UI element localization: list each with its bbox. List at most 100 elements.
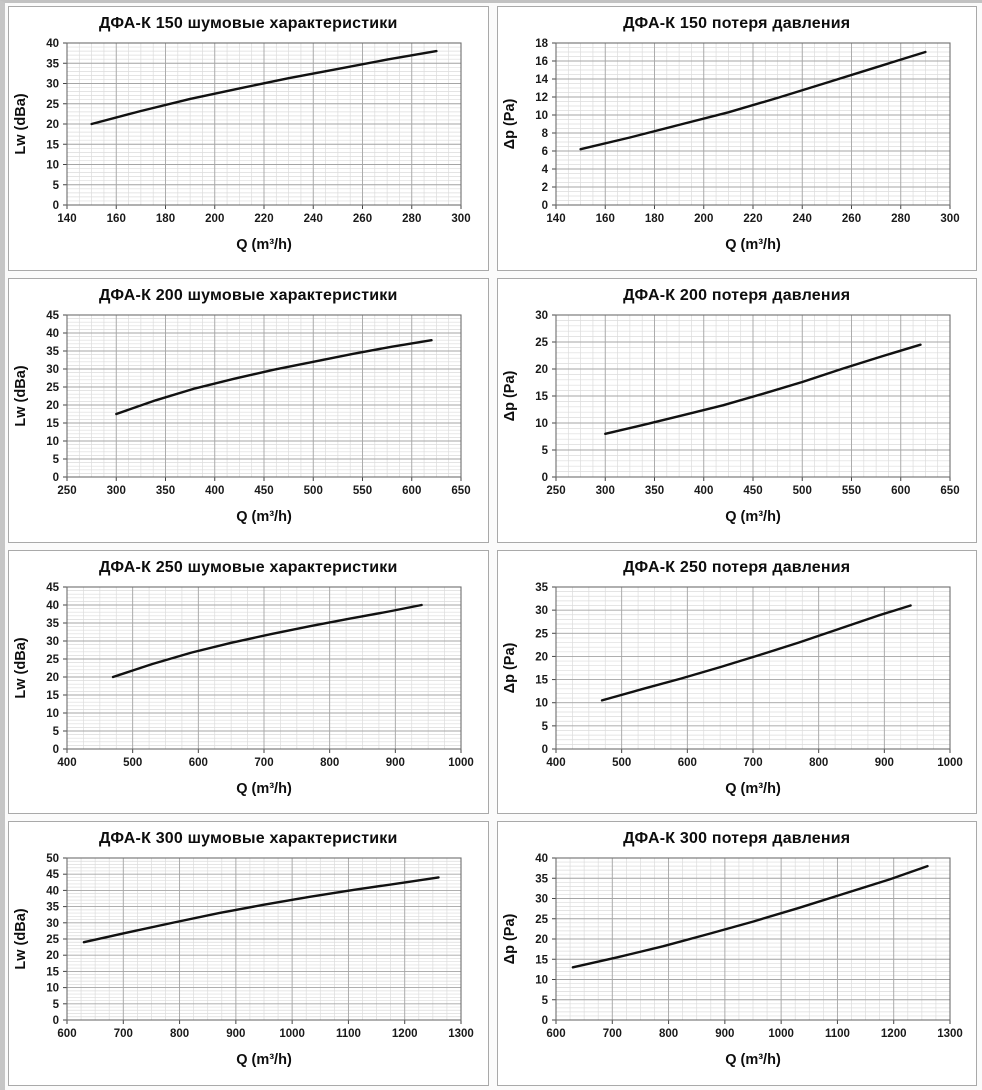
y-tick-label: 25 [46,99,59,111]
x-tick-label: 600 [891,485,910,497]
x-tick-label: 250 [546,485,565,497]
y-tick-label: 30 [46,918,59,930]
y-tick-label: 30 [46,636,59,648]
y-tick-label: 30 [535,605,548,617]
chart-title: ДФА-К 200 шумовые характеристики [98,286,398,304]
y-axis-label: Lw (dBa) [13,637,29,698]
panel-dfa-k-150-noise: ДФА-К 150 шумовые характеристики 140 160 1… [8,6,489,271]
x-tick-label: 400 [205,485,224,497]
panel-dfa-k-250-pressure: ДФА-К 250 потеря давления 400 500 600 700 80… [496,549,977,815]
y-tick-label: 40 [46,886,59,898]
x-tick-label: 800 [320,757,339,769]
y-tick-label: 35 [46,618,59,630]
chart-title: ДФА-К 200 потеря давления [623,286,851,304]
x-tick-label: 600 [546,1028,565,1040]
x-tick-label: 180 [645,213,664,225]
y-tick-label: 5 [53,999,60,1011]
x-tick-label: 900 [386,757,405,769]
x-tick-label: 1200 [392,1028,418,1040]
y-tick-label: 20 [535,934,548,946]
x-axis-label: Q (m³/h) [236,781,292,797]
y-tick-label: 0 [53,744,59,756]
y-tick-label: 15 [46,690,59,702]
x-tick-label: 240 [304,213,323,225]
x-tick-label: 600 [189,757,208,769]
chart-canvas: 250 300 350 400 450 500 550 600 650 0 5 10 15 20 25 30 Q… [502,310,960,525]
y-tick-label: 30 [46,364,59,376]
y-tick-label: 25 [535,628,548,640]
x-axis-label: Q (m³/h) [236,1052,292,1068]
x-tick-label: 280 [891,213,910,225]
y-tick-label: 10 [535,697,548,709]
y-tick-label: 0 [53,200,59,212]
x-tick-label: 900 [874,757,893,769]
y-tick-label: 35 [46,902,59,914]
y-axis-label: Δp (Pa) [502,914,518,965]
chart-curve [579,50,927,151]
y-tick-label: 10 [46,436,59,448]
plot-border [555,42,951,206]
chart-canvas: 400 500 600 700 800 900 1000 0 5 10 15 20 25 30 35 Q (m… [502,582,963,797]
y-tick-label: 25 [46,654,59,666]
x-tick-label: 240 [792,213,811,225]
x-tick-label: 200 [694,213,713,225]
y-tick-label: 5 [541,995,548,1007]
x-tick-label: 700 [255,757,274,769]
x-tick-label: 1300 [937,1028,963,1040]
plot-border [555,314,951,478]
y-tick-label: 15 [46,967,59,979]
plot-border [66,314,462,478]
y-tick-label: 20 [46,400,59,412]
y-tick-label: 20 [46,119,59,131]
x-tick-label: 1000 [768,1028,794,1040]
y-tick-label: 5 [53,726,60,738]
y-tick-label: 30 [535,894,548,906]
y-axis-label: Lw (dBa) [13,365,29,426]
x-tick-label: 600 [677,757,696,769]
panel-dfa-k-300-noise: ДФА-К 300 шумовые характеристики 600 700 8… [8,821,489,1086]
y-tick-label: 20 [46,950,59,962]
x-tick-label: 140 [58,213,77,225]
y-axis-label: Lw (dBa) [13,908,29,969]
x-tick-label: 800 [170,1028,189,1040]
x-tick-label: 250 [58,485,77,497]
chart-title: ДФА-К 150 шумовые характеристики [98,15,398,32]
y-tick-label: 5 [53,180,60,192]
y-axis-label: Lw (dBa) [13,93,29,154]
y-tick-label: 5 [541,720,548,732]
chart-title: ДФА-К 250 шумовые характеристики [98,558,398,576]
y-tick-label: 0 [53,472,59,484]
x-tick-label: 300 [452,213,471,225]
panel-dfa-k-250-noise: ДФА-К 250 шумовые характеристики 400 500 6… [8,549,489,815]
y-tick-label: 15 [535,674,548,686]
x-axis-label: Q (m³/h) [725,1052,781,1068]
y-tick-label: 25 [535,337,548,349]
y-tick-label: 40 [46,38,59,50]
y-tick-label: 5 [53,454,60,466]
x-tick-label: 800 [809,757,828,769]
x-tick-label: 550 [353,485,372,497]
plot-border [555,585,951,750]
chart-curve [112,603,424,678]
x-tick-label: 600 [402,485,421,497]
chart-curve [600,603,912,702]
chart-canvas: 140 160 180 200 220 240 260 280 300 0 5 10 15 20 25 30 3… [13,38,471,253]
x-tick-label: 180 [156,213,175,225]
y-tick-label: 8 [541,128,548,140]
x-tick-label: 650 [452,485,471,497]
y-tick-label: 10 [535,110,548,122]
chart-title: ДФА-К 300 потеря давления [623,830,851,848]
y-tick-label: 25 [535,914,548,926]
chart-curve [82,876,440,944]
x-tick-label: 900 [715,1028,734,1040]
x-tick-label: 350 [645,485,664,497]
y-tick-label: 35 [535,582,548,594]
x-tick-label: 1000 [937,757,963,769]
y-tick-label: 16 [535,56,548,68]
chart-curve [603,343,922,435]
y-tick-label: 35 [535,874,548,886]
y-tick-label: 0 [541,1015,547,1027]
x-tick-label: 450 [743,485,762,497]
x-tick-label: 700 [743,757,762,769]
